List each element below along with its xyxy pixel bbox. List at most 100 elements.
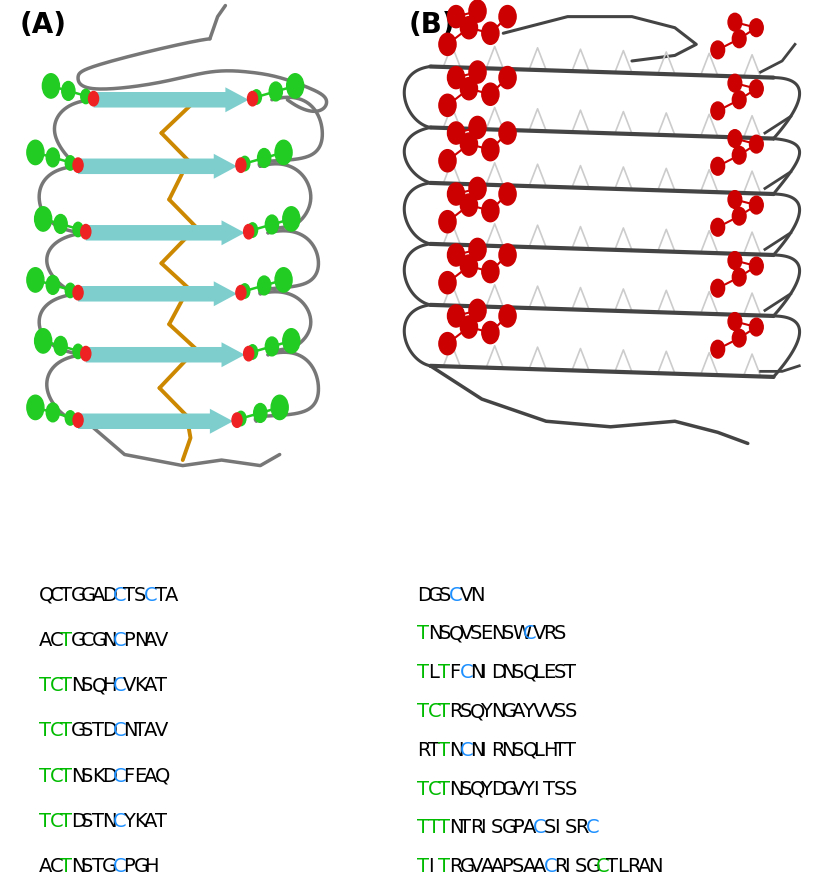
Text: A: A [92, 586, 105, 604]
Text: Q: Q [470, 702, 485, 721]
Text: A: A [512, 702, 526, 721]
Text: C: C [113, 812, 126, 831]
Text: T: T [40, 812, 51, 831]
Text: C: C [50, 857, 64, 876]
Circle shape [469, 239, 486, 260]
Text: A: A [533, 857, 546, 876]
Circle shape [248, 91, 257, 105]
Circle shape [499, 305, 516, 327]
Text: A: A [144, 631, 158, 650]
Text: D: D [491, 663, 506, 682]
Text: S: S [438, 624, 450, 644]
Text: S: S [81, 857, 93, 876]
Circle shape [439, 211, 456, 232]
Text: R: R [470, 819, 483, 838]
Circle shape [286, 73, 304, 98]
Text: C: C [586, 819, 599, 838]
Circle shape [283, 207, 299, 232]
Text: S: S [81, 812, 93, 831]
Text: C: C [50, 631, 64, 650]
Circle shape [447, 183, 464, 205]
Circle shape [35, 207, 52, 232]
Text: R: R [544, 624, 557, 644]
Circle shape [439, 333, 456, 355]
Circle shape [257, 276, 271, 295]
Circle shape [482, 139, 499, 161]
Text: Y: Y [480, 702, 493, 721]
Text: T: T [60, 676, 73, 696]
Circle shape [733, 329, 746, 347]
Text: S: S [81, 721, 93, 740]
Text: D: D [71, 812, 86, 831]
Text: V: V [155, 721, 168, 740]
Circle shape [460, 133, 478, 156]
Circle shape [73, 158, 83, 173]
Text: C: C [113, 767, 126, 786]
Circle shape [482, 260, 499, 283]
Text: T: T [544, 780, 555, 798]
Circle shape [482, 199, 499, 222]
Circle shape [447, 305, 464, 327]
Circle shape [460, 255, 478, 277]
Circle shape [499, 66, 516, 89]
Text: T: T [417, 624, 430, 644]
Text: T: T [428, 741, 440, 760]
Circle shape [447, 5, 464, 28]
Circle shape [460, 316, 478, 338]
Circle shape [728, 74, 742, 92]
Text: C: C [460, 663, 473, 682]
Text: T: T [40, 767, 51, 786]
Text: A: A [638, 857, 651, 876]
Text: S: S [502, 624, 514, 644]
Text: C: C [460, 741, 473, 760]
Text: G: G [71, 721, 86, 740]
Text: G: G [586, 857, 601, 876]
Text: D: D [102, 586, 117, 604]
Text: G: G [102, 857, 117, 876]
Text: C: C [50, 812, 64, 831]
Circle shape [469, 116, 486, 139]
Text: S: S [491, 819, 503, 838]
Text: E: E [480, 624, 493, 644]
Circle shape [257, 148, 271, 167]
Text: P: P [123, 857, 134, 876]
Text: G: G [502, 819, 516, 838]
Text: T: T [60, 721, 73, 740]
Circle shape [243, 346, 254, 361]
Text: C: C [113, 857, 126, 876]
Text: T: T [606, 857, 619, 876]
Text: Y: Y [480, 780, 493, 798]
Text: T: T [40, 676, 51, 696]
Text: C: C [113, 721, 126, 740]
Text: S: S [554, 663, 566, 682]
Circle shape [728, 190, 742, 208]
Circle shape [266, 337, 279, 356]
Text: N: N [102, 812, 116, 831]
Text: I: I [480, 663, 486, 682]
Text: R: R [417, 741, 431, 760]
Text: Q: Q [92, 676, 107, 696]
Text: S: S [512, 663, 525, 682]
Text: N: N [648, 857, 663, 876]
Text: Q: Q [522, 663, 538, 682]
Circle shape [469, 61, 486, 83]
Circle shape [35, 329, 52, 353]
Text: T: T [60, 812, 73, 831]
Text: G: G [428, 586, 443, 604]
Text: C: C [113, 676, 126, 696]
Text: L: L [533, 741, 544, 760]
Text: A: A [165, 586, 178, 604]
Text: A: A [491, 857, 504, 876]
Text: L: L [617, 857, 628, 876]
Circle shape [248, 345, 257, 359]
Text: G: G [71, 631, 86, 650]
Text: S: S [81, 676, 93, 696]
Text: S: S [470, 624, 483, 644]
Text: S: S [512, 857, 525, 876]
Text: T: T [417, 819, 430, 838]
Circle shape [439, 272, 456, 294]
Text: A: A [144, 812, 158, 831]
Text: R: R [491, 741, 504, 760]
Circle shape [81, 346, 91, 361]
Text: N: N [71, 767, 85, 786]
